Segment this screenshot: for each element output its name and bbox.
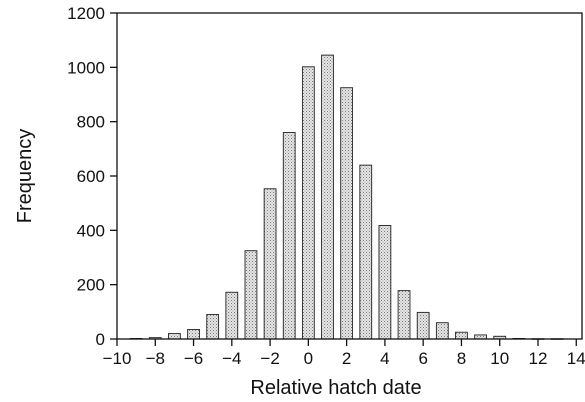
bar [282, 132, 296, 340]
y-tick-label: 1000 [67, 58, 105, 77]
x-tick-label: −8 [146, 349, 165, 368]
bar [378, 224, 392, 340]
bar [168, 333, 181, 340]
x-tick-label: 14 [567, 349, 585, 368]
y-tick-label: 1200 [67, 4, 105, 23]
bar [187, 329, 200, 340]
bar [225, 291, 239, 340]
bar [301, 66, 315, 340]
axes-layer: −10 −8 −6 −4 −2 0 2 4 6 8 10 12 14 0 200 400 600 800 1000 1… [67, 4, 585, 368]
bar [321, 54, 334, 340]
y-tick-label: 0 [96, 330, 105, 349]
bar [359, 164, 373, 340]
y-axis-title: Frequency [14, 129, 36, 224]
x-tick-label: −4 [222, 349, 241, 368]
y-tick-label: 200 [77, 276, 105, 295]
x-tick-label: −6 [184, 349, 203, 368]
y-tick-label: 400 [77, 221, 105, 240]
x-tick-label: 12 [529, 349, 548, 368]
bar [206, 314, 220, 340]
y-tick-label: 800 [77, 113, 105, 132]
bar [263, 188, 277, 340]
bar [435, 322, 449, 340]
bar [416, 311, 430, 340]
x-tick-label: 0 [304, 349, 313, 368]
bar [397, 290, 411, 340]
x-tick-label: 6 [418, 349, 427, 368]
x-tick-label: 2 [342, 349, 351, 368]
bar [340, 87, 354, 340]
x-axis-title: Relative hatch date [250, 377, 421, 399]
x-tick-label: 10 [490, 349, 509, 368]
bar [455, 331, 468, 340]
y-tick-label: 600 [77, 167, 105, 186]
bar [244, 250, 258, 340]
x-tick-label: 4 [380, 349, 389, 368]
bars-layer [129, 54, 564, 340]
x-tick-label: −2 [260, 349, 279, 368]
x-tick-label: 8 [457, 349, 466, 368]
x-tick-label: −10 [103, 349, 132, 368]
